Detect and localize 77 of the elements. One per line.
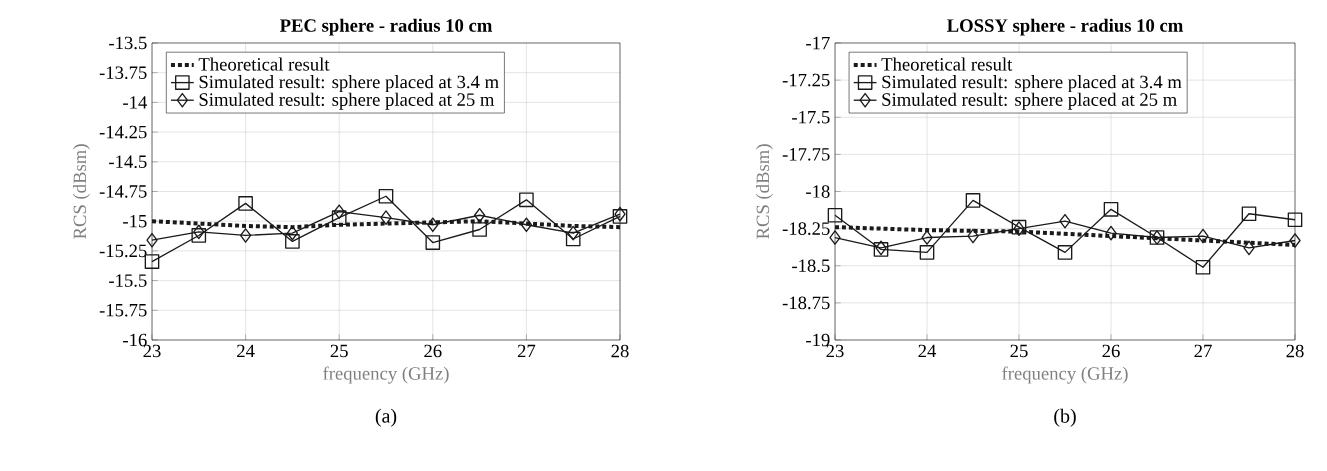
- y-tick-label: -13.75: [99, 66, 147, 80]
- point: [473, 207, 486, 223]
- point: [331, 210, 347, 225]
- chart-title: PEC sphere - radius 10 cm: [279, 18, 493, 36]
- point: [1105, 225, 1117, 241]
- point: [919, 245, 935, 260]
- point: [1197, 228, 1209, 244]
- x-tick-label: 28: [1286, 344, 1304, 358]
- x-tick-label: 25: [330, 344, 348, 358]
- point: [827, 207, 843, 223]
- y-tick-label: -18.25: [782, 222, 830, 235]
- y-tick-label: -17.5: [792, 110, 830, 124]
- point: [193, 224, 205, 240]
- y-tick-label: -15.5: [109, 274, 147, 287]
- x-tick-label: 24: [918, 344, 937, 358]
- x-axis-title: frequency (GHz): [1002, 366, 1128, 384]
- point: [967, 228, 979, 244]
- legend-label: Theoretical result: [198, 57, 330, 71]
- point: [239, 228, 252, 243]
- point: [565, 231, 581, 247]
- x-tick-label: 26: [424, 344, 442, 358]
- point: [378, 188, 394, 204]
- y-tick-label: -14: [123, 96, 148, 109]
- point: [1059, 213, 1071, 229]
- point: [146, 232, 158, 248]
- point: [520, 217, 533, 233]
- text: (a): [375, 408, 397, 427]
- y-tick-label: -18.5: [792, 259, 830, 273]
- legend-label: Simulated result: sphere placed at 25 m: [882, 92, 1177, 110]
- y-tick-label: -14.75: [99, 185, 147, 198]
- point: [1287, 212, 1303, 228]
- point: [285, 234, 300, 249]
- point: [472, 222, 487, 237]
- point: [238, 196, 253, 211]
- y-axis-title: RCS (dBsm): [72, 144, 90, 239]
- y-tick-label: -17.25: [782, 73, 830, 87]
- x-tick-label: 27: [517, 344, 536, 358]
- x-tick-label: 27: [1194, 344, 1212, 358]
- y-tick-label: -17: [806, 36, 830, 50]
- text: (b): [1054, 408, 1076, 427]
- point: [829, 230, 841, 245]
- point: [191, 228, 207, 243]
- y-tick-label: -13.5: [109, 36, 147, 50]
- y-tick-label: -14.5: [109, 155, 147, 169]
- x-tick-label: 28: [611, 344, 629, 358]
- y-tick-label: -17.75: [782, 148, 830, 161]
- x-tick-label: 26: [1102, 344, 1120, 358]
- point: [1243, 240, 1255, 256]
- point: [286, 225, 299, 241]
- x-axis-title: frequency (GHz): [323, 366, 449, 384]
- point: [1057, 245, 1073, 260]
- y-tick-label: -15.25: [99, 244, 147, 258]
- point: [567, 225, 579, 241]
- legend-label: Simulated result: sphere placed at 3.4 m: [199, 75, 499, 93]
- y-tick-label: -18: [806, 185, 830, 198]
- legend-label: Simulated result: sphere placed at 25 m: [199, 92, 495, 110]
- point: [921, 230, 933, 245]
- point: [333, 204, 345, 220]
- point: [1289, 233, 1301, 248]
- point: [380, 210, 392, 225]
- x-tick-label: 25: [1010, 344, 1028, 358]
- point: [1195, 259, 1211, 275]
- y-tick-label: -14.25: [99, 125, 147, 139]
- x-tick-label: 24: [237, 344, 255, 358]
- legend-label: Theoretical result: [881, 57, 1013, 71]
- point: [427, 217, 439, 233]
- point: [425, 235, 441, 250]
- legend-label: Simulated result: sphere placed at 3.4 m: [882, 75, 1182, 93]
- y-tick-label: -15: [123, 214, 147, 228]
- point: [1241, 206, 1257, 222]
- point: [1103, 201, 1119, 217]
- y-tick-label: -15.75: [99, 303, 147, 317]
- chart-title: LOSSY sphere - radius 10 cm: [947, 18, 1183, 36]
- y-tick-label: -18.75: [782, 296, 830, 310]
- point: [965, 193, 981, 208]
- y-axis-title: RCS (dBsm): [755, 144, 773, 239]
- point: [519, 192, 534, 208]
